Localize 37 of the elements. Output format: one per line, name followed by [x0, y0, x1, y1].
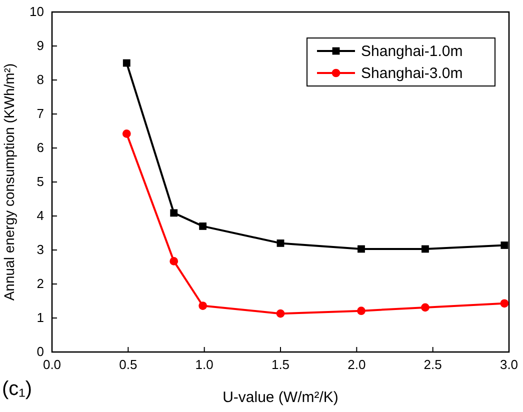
legend-label: Shanghai-3.0m — [361, 65, 463, 82]
x-tick-label: 0.5 — [119, 357, 138, 372]
y-tick-label: 10 — [30, 4, 44, 20]
x-tick-label: 2.5 — [424, 357, 442, 372]
point — [122, 130, 131, 138]
x-axis-title: U-value (W/m²/K) — [222, 389, 338, 406]
y-tick-label: 5 — [36, 174, 44, 190]
point — [276, 309, 285, 318]
point — [170, 209, 178, 217]
x-tick-label: 3.0 — [500, 357, 518, 372]
point — [500, 242, 508, 249]
point — [122, 59, 130, 67]
point — [170, 257, 178, 266]
x-tick-label: 2.0 — [348, 357, 366, 372]
point — [358, 245, 365, 253]
point — [276, 239, 284, 247]
x-tick-label: 0.0 — [42, 357, 62, 372]
y-tick-label: 9 — [36, 38, 44, 54]
point — [422, 245, 429, 253]
y-tick-label: 4 — [36, 208, 44, 224]
y-tick-label: 0 — [36, 344, 44, 360]
point — [199, 222, 207, 230]
y-tick-label: 2 — [36, 276, 44, 292]
y-tick-label: 8 — [36, 72, 44, 88]
x-tick-label: 1.0 — [195, 357, 214, 372]
y-axis-title: Annual energy consumption (KWh/m²) — [1, 63, 17, 301]
point — [421, 303, 430, 312]
y-tick-label: 1 — [36, 310, 44, 326]
x-tick-label: 1.5 — [271, 357, 290, 372]
y-tick-label: 3 — [36, 242, 44, 258]
point — [357, 306, 366, 316]
point — [198, 302, 207, 310]
y-tick-label: 6 — [36, 140, 44, 156]
legend-label: Shanghai-1.0m — [361, 43, 463, 60]
text: (c₁) — [2, 378, 32, 400]
y-tick-label: 7 — [36, 106, 44, 122]
point — [500, 299, 509, 308]
